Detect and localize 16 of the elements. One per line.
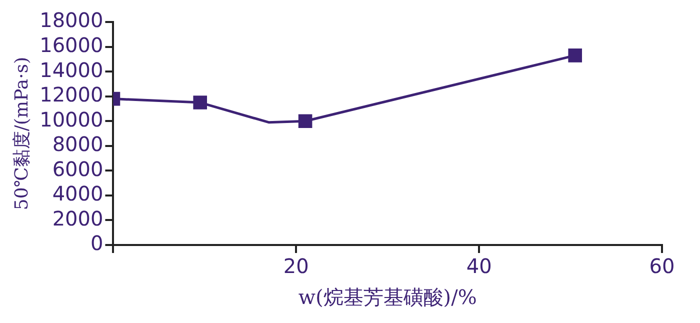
x-tick-label: 60	[649, 254, 675, 278]
y-tick-label: 14000	[40, 58, 104, 82]
x-tick-label: 20	[283, 254, 309, 278]
y-tick-label: 18000	[40, 8, 104, 32]
y-tick-label: 8000	[52, 132, 104, 156]
y-tick-label: 6000	[52, 156, 104, 181]
y-tick-label: 4000	[52, 182, 104, 206]
y-tick-label: 2000	[52, 206, 104, 230]
y-tick-label: 12000	[40, 82, 104, 107]
y-tick-label: 0	[90, 231, 104, 256]
y-tick-label: 10000	[40, 107, 104, 132]
y-tick-label: 16000	[40, 32, 104, 57]
y-axis-title: 50℃黏度/(mPa·s)	[11, 56, 32, 210]
x-axis-title: w(烷基芳基磺酸)/%	[298, 285, 477, 310]
point	[568, 48, 582, 62]
x-tick-label: 40	[466, 254, 492, 278]
